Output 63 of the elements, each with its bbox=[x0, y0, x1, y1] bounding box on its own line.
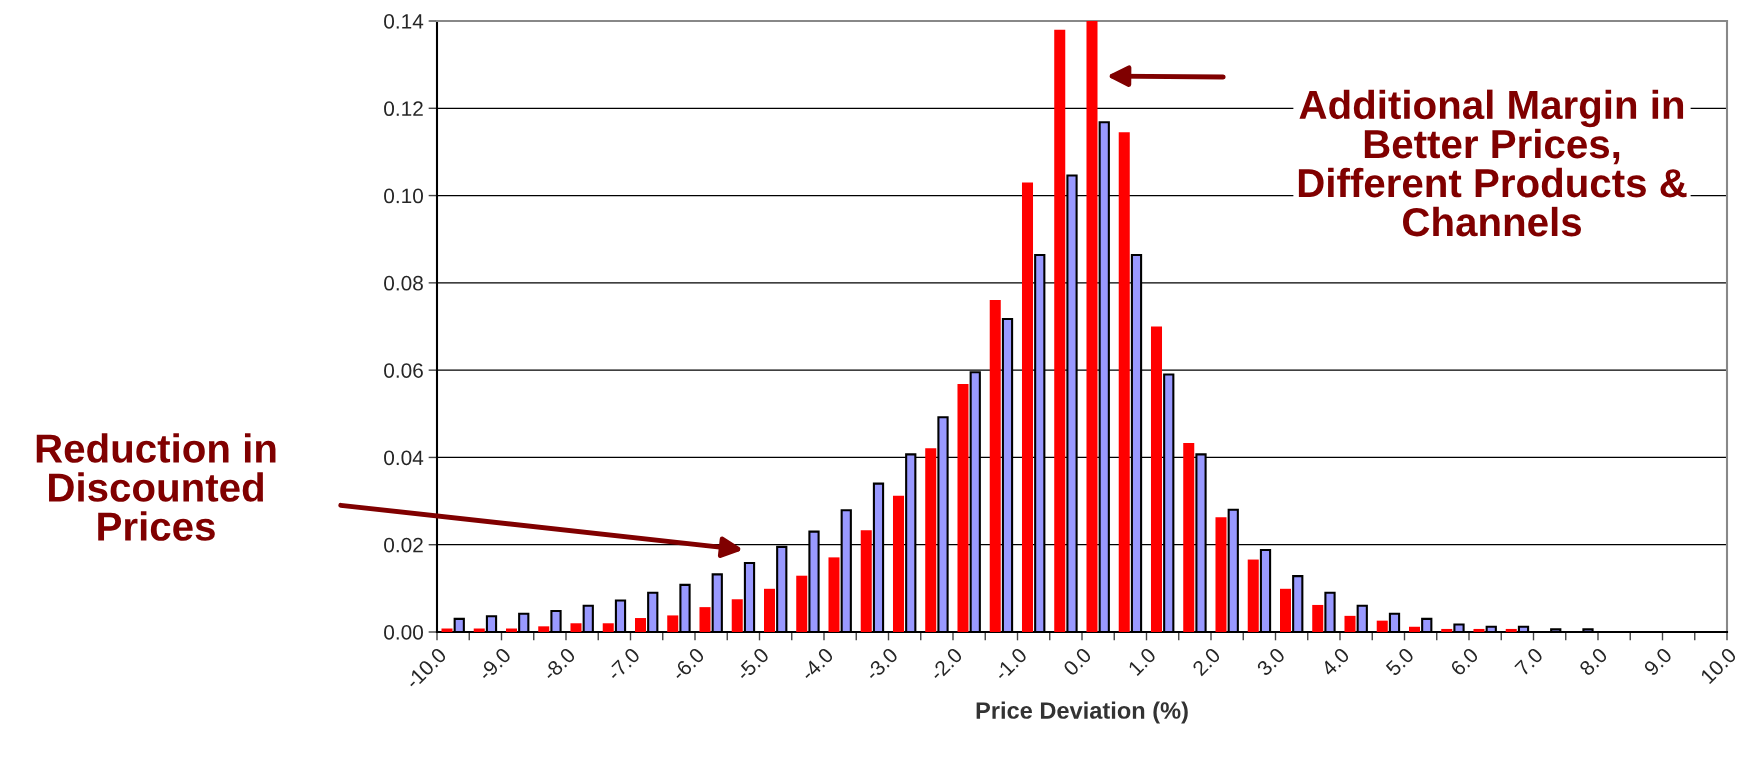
bar bbox=[796, 575, 808, 632]
bar bbox=[1086, 21, 1098, 632]
bar bbox=[441, 628, 453, 632]
bar bbox=[763, 588, 776, 632]
bar bbox=[989, 299, 1001, 632]
bar bbox=[1344, 615, 1356, 632]
bar bbox=[892, 495, 905, 632]
y-tick-label: 0.14 bbox=[384, 14, 424, 29]
y-tick-label: 0.12 bbox=[384, 101, 423, 117]
x-tick-label: 10.0 bbox=[1699, 646, 1738, 685]
bar bbox=[860, 530, 872, 632]
bar bbox=[1441, 628, 1453, 632]
bar bbox=[1150, 326, 1163, 632]
bar bbox=[1215, 517, 1227, 632]
x-tick-label: -1.0 bbox=[993, 646, 1028, 682]
annotation: Additional Margin in Better Prices, Different Products & Channels bbox=[1298, 89, 1687, 237]
bar bbox=[957, 384, 969, 632]
y-tick-label: 0.10 bbox=[384, 188, 423, 204]
x-tick-label: 2.0 bbox=[1191, 646, 1222, 677]
x-tick-label: -9.0 bbox=[477, 646, 512, 682]
x-tick-label: -2.0 bbox=[928, 646, 964, 682]
x-tick-label: 7.0 bbox=[1514, 646, 1544, 677]
y-tick-label: 0.06 bbox=[384, 363, 423, 378]
bar bbox=[699, 607, 711, 632]
text: Reduction in Discounted Prices bbox=[36, 433, 276, 541]
x-tick-label: -5.0 bbox=[735, 646, 770, 682]
x-tick-label: 4.0 bbox=[1320, 646, 1351, 677]
y-tick-label: 0.04 bbox=[384, 450, 424, 466]
x-tick-label: -8.0 bbox=[541, 646, 577, 682]
bar bbox=[1021, 182, 1034, 632]
x-tick-label: 1.0 bbox=[1127, 646, 1157, 677]
x-tick-label: -6.0 bbox=[670, 646, 706, 682]
x-tick-label: -3.0 bbox=[864, 646, 899, 682]
bar bbox=[828, 557, 840, 632]
x-tick-label: 0.0 bbox=[1062, 646, 1093, 677]
bar bbox=[1279, 588, 1292, 632]
bar bbox=[1118, 132, 1130, 632]
x-tick-label: 8.0 bbox=[1578, 646, 1609, 677]
y-tick-label: 0.02 bbox=[384, 537, 423, 553]
bar bbox=[1408, 626, 1421, 632]
y-tick-label: 0.00 bbox=[384, 625, 423, 640]
x-axis-title: Price Deviation (%) bbox=[976, 701, 1188, 724]
bar bbox=[538, 626, 550, 632]
bar bbox=[1505, 628, 1517, 632]
bar bbox=[1183, 443, 1195, 632]
bar bbox=[1247, 559, 1259, 632]
x-tick-label: 5.0 bbox=[1385, 646, 1415, 677]
x-tick-label: -7.0 bbox=[606, 646, 641, 682]
bar bbox=[1376, 620, 1388, 632]
x-tick-label: 3.0 bbox=[1255, 646, 1286, 677]
bar bbox=[731, 599, 743, 632]
x-tick-label: -4.0 bbox=[799, 646, 835, 682]
bar bbox=[570, 623, 582, 632]
x-tick-label: 9.0 bbox=[1643, 646, 1673, 677]
bar bbox=[925, 448, 937, 632]
y-tick-label: 0.08 bbox=[384, 275, 423, 291]
bar bbox=[1473, 628, 1485, 632]
bar bbox=[1054, 29, 1066, 632]
bar bbox=[667, 615, 679, 632]
x-tick-label: 6.0 bbox=[1449, 646, 1480, 677]
bar bbox=[634, 618, 647, 632]
bar bbox=[602, 623, 614, 632]
bar bbox=[1312, 604, 1324, 632]
